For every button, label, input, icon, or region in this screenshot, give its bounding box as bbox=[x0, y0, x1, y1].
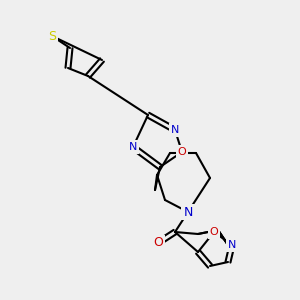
Text: O: O bbox=[178, 147, 186, 157]
Text: N: N bbox=[129, 142, 137, 152]
Text: N: N bbox=[183, 206, 193, 218]
Text: S: S bbox=[48, 29, 56, 43]
Text: N: N bbox=[171, 125, 179, 135]
Text: N: N bbox=[228, 240, 236, 250]
Text: O: O bbox=[153, 236, 163, 250]
Text: O: O bbox=[210, 227, 218, 237]
